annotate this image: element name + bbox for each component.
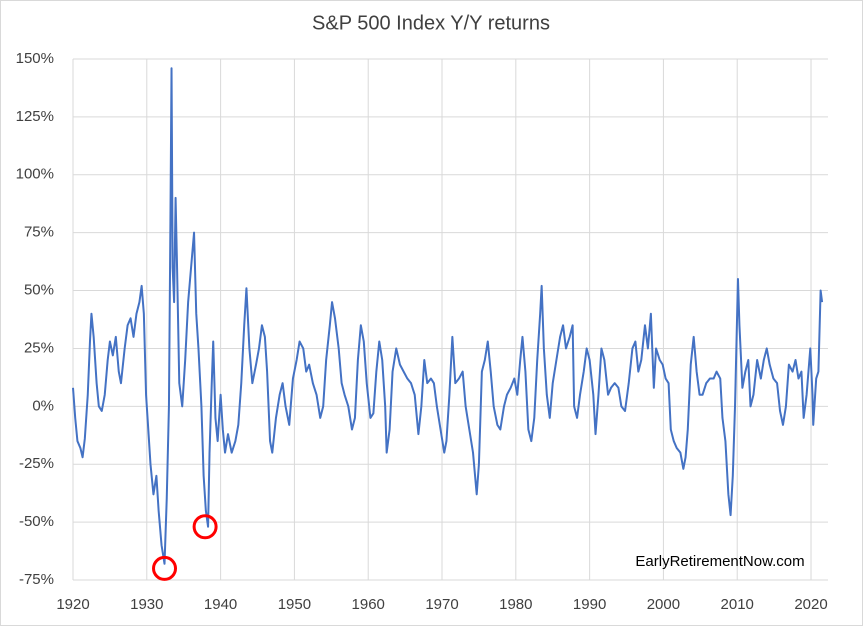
y-tick-label: -75% [19,571,54,588]
y-tick-label: -25% [19,455,54,472]
x-tick-label: 1920 [56,596,89,613]
chart-title: S&P 500 Index Y/Y returns [312,12,550,34]
x-tick-label: 2010 [721,596,754,613]
x-tick-label: 2020 [794,596,827,613]
y-tick-label: 50% [24,282,54,299]
y-tick-label: 0% [32,397,54,414]
y-tick-label: 100% [16,166,54,183]
highlight-circle [152,555,178,581]
y-tick-label: 75% [24,224,54,241]
y-tick-label: 125% [16,108,54,125]
x-tick-label: 1990 [573,596,606,613]
x-tick-label: 1940 [204,596,237,613]
highlight-circle [192,514,218,540]
x-tick-label: 1970 [425,596,458,613]
watermark: EarlyRetirementNow.com [635,553,804,570]
x-tick-label: 2000 [647,596,680,613]
data-line [72,67,824,565]
y-tick-label: 150% [16,50,54,67]
y-tick-label: 25% [24,339,54,356]
x-tick-label: 1960 [352,596,385,613]
x-tick-label: 1980 [499,596,532,613]
x-tick-label: 1930 [130,596,163,613]
x-tick-label: 1950 [278,596,311,613]
y-tick-label: -50% [19,513,54,530]
